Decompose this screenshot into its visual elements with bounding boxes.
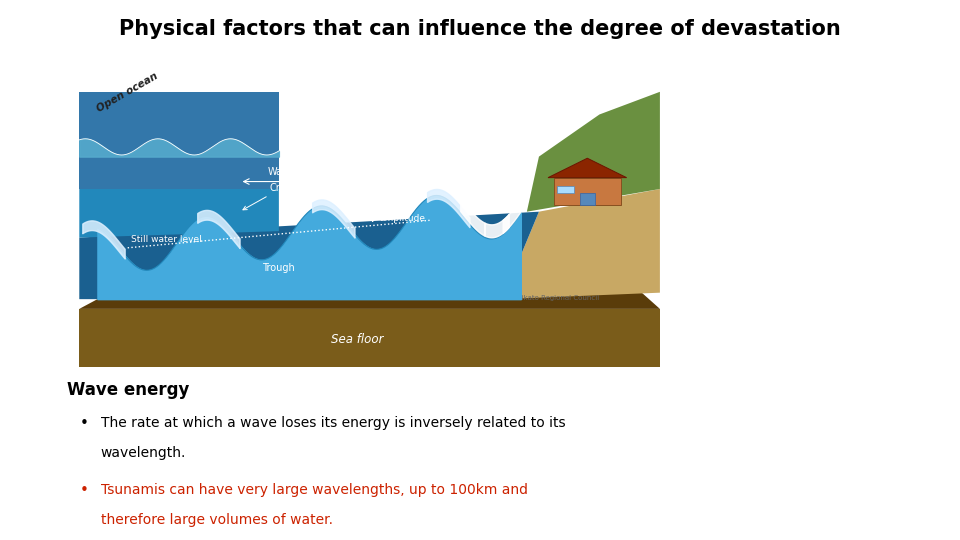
Text: •: •: [80, 416, 89, 431]
Text: Sea floor: Sea floor: [331, 333, 384, 346]
Text: Trough: Trough: [262, 263, 296, 273]
Polygon shape: [554, 178, 620, 205]
Text: Tsunamis can have very large wavelengths, up to 100km and: Tsunamis can have very large wavelengths…: [101, 483, 528, 497]
Text: wavelength.: wavelength.: [101, 446, 186, 460]
Polygon shape: [80, 92, 278, 189]
Bar: [580, 193, 594, 205]
Polygon shape: [80, 189, 278, 238]
Text: Waikato Regional Council: Waikato Regional Council: [511, 295, 599, 301]
Polygon shape: [548, 158, 627, 178]
Text: Wavelength: Wavelength: [268, 167, 326, 177]
Polygon shape: [80, 212, 539, 299]
Text: Still water level: Still water level: [131, 235, 202, 244]
Bar: [557, 186, 574, 193]
Text: •: •: [80, 483, 89, 498]
Polygon shape: [503, 189, 660, 299]
Text: Physical factors that can influence the degree of devastation: Physical factors that can influence the …: [119, 19, 841, 39]
Polygon shape: [527, 92, 660, 212]
Polygon shape: [80, 293, 660, 309]
Text: Crest: Crest: [243, 183, 296, 210]
Text: The rate at which a wave loses its energy is inversely related to its: The rate at which a wave loses its energ…: [101, 416, 565, 430]
Text: Wave energy: Wave energy: [67, 381, 189, 399]
Text: | Wave
amplitude: | Wave amplitude: [380, 204, 426, 223]
Polygon shape: [80, 309, 660, 367]
Text: Open ocean: Open ocean: [95, 71, 160, 114]
Text: therefore large volumes of water.: therefore large volumes of water.: [101, 513, 333, 527]
